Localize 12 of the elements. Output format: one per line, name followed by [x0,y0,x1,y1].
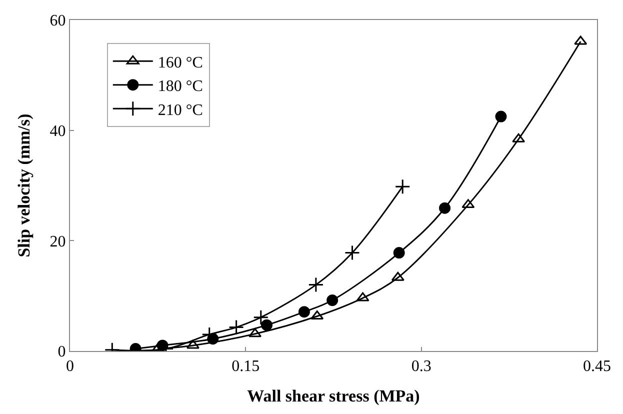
y-tick-label: 40 [50,122,66,140]
x-tick-label: 0.45 [583,358,611,376]
x-axis-title: Wall shear stress (MPa) [247,386,420,406]
legend-label: 160 °C [158,54,203,72]
y-tick-label: 20 [50,233,66,250]
x-tick-label: 0.15 [232,358,260,376]
y-tick-label: 0 [58,344,66,361]
y-tick-label: 60 [50,12,66,30]
y-axis-title: Slip velocity (mm/s) [14,114,34,258]
legend-label: 210 °C [158,102,203,119]
legend-label: 180 °C [158,78,203,96]
x-tick-label: 0.3 [411,358,432,376]
